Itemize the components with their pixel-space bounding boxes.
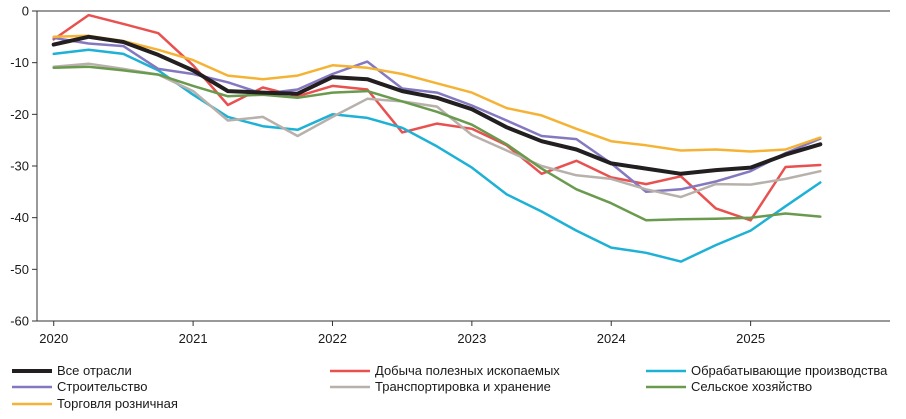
legend-label-0: Все отрасли	[57, 363, 132, 378]
series-line-3	[52, 36, 822, 194]
x-tick-label: 2020	[39, 331, 68, 346]
legend-label-1: Добыча полезных ископаемых	[375, 363, 560, 378]
legend-label-5: Сельское хозяйство	[691, 379, 812, 394]
y-tick-label: -40	[10, 210, 29, 225]
y-tick-label: -30	[10, 159, 29, 174]
series-line-6	[52, 34, 822, 153]
y-tick-label: 0	[22, 4, 29, 19]
y-tick-label: -50	[10, 262, 29, 277]
legend-label-3: Строительство	[57, 379, 147, 394]
legend: Все отрасли Добыча полезных ископаемых Обр…	[12, 363, 888, 411]
y-tick-label: -20	[10, 107, 29, 122]
y-tick-label: -10	[10, 55, 29, 70]
series-line-0	[51, 34, 823, 176]
series-lines	[51, 13, 823, 263]
x-tick-label: 2025	[736, 331, 765, 346]
x-tick-label: 2024	[597, 331, 626, 346]
x-axis-ticks: 2020 2021 2022 2023 2024 2025	[39, 321, 765, 346]
y-axis-ticks: 0 -10 -20 -30 -40 -50 -60	[10, 4, 37, 329]
x-tick-label: 2021	[179, 331, 208, 346]
legend-label-6: Торговля розничная	[57, 396, 178, 411]
series-line-4	[52, 62, 822, 199]
legend-label-2: Обрабатывающие производства	[691, 363, 888, 378]
series-line-1	[52, 13, 822, 222]
x-tick-label: 2022	[318, 331, 347, 346]
x-tick-label: 2023	[457, 331, 486, 346]
legend-label-4: Транспортировка и хранение	[375, 379, 551, 394]
series-line-5	[52, 65, 822, 222]
y-tick-label: -60	[10, 314, 29, 329]
series-line-2	[52, 48, 822, 263]
